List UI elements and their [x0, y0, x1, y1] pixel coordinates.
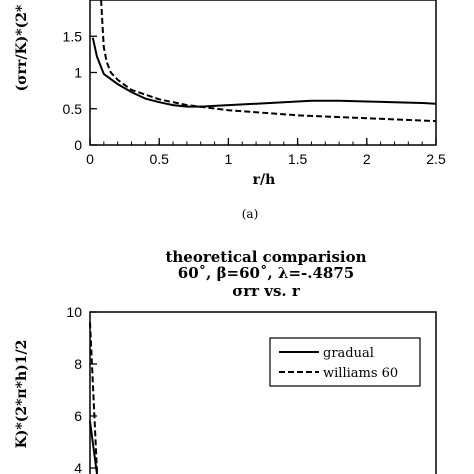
panel-a-frame	[89, 0, 437, 146]
panel-b-frame	[89, 311, 437, 474]
panel-b-ylabel: K)*(2*π*h)1/2	[14, 340, 30, 449]
panel-b-ytick-label: 10	[66, 304, 82, 320]
panel-b-subtitle: 60˚, β=60˚, λ=-.4875	[178, 264, 354, 282]
panel-b: theoretical comparision 60˚, β=60˚, λ=-.…	[14, 248, 437, 474]
panel-a-y-ticks: 0 0.5 1 1.5	[63, 28, 97, 153]
legend-box	[269, 337, 421, 387]
panel-a-ytick-label: 1	[74, 65, 82, 81]
panel-a-xtick-label: 2.5	[426, 151, 446, 167]
panel-a-series-dashed	[100, 0, 437, 123]
panel-a-caption: (a)	[242, 207, 259, 221]
panel-a-ylabel: (σrr/K)*(2*	[14, 4, 30, 91]
panel-b-ytick-label: 6	[74, 408, 82, 424]
panel-a-x-ticks: 0 0.5 1 1.5 2 2.5	[86, 138, 446, 167]
panel-b-series-williams-60	[89, 322, 99, 474]
panel-a-xtick-label: 0.5	[149, 151, 169, 167]
legend-label-williams: williams 60	[323, 366, 398, 381]
panel-b-subtitle2: σrr vs. r	[232, 282, 301, 300]
legend-label-gradual: gradual	[323, 346, 374, 361]
panel-a-ytick-label: 0.5	[63, 101, 83, 117]
panel-a-series-solid	[91, 37, 437, 108]
panel-a-lines	[91, 0, 437, 123]
panel-a-xtick-label: 0	[86, 151, 94, 167]
legend: gradual williams 60	[269, 337, 421, 387]
panel-a-xtick-label: 2	[363, 151, 371, 167]
panel-a-ytick-label: 1.5	[63, 28, 83, 44]
panel-a-xtick-label: 1	[225, 151, 233, 167]
panel-b-ytick-label: 4	[74, 460, 82, 474]
panel-b-ytick-label: 8	[74, 356, 82, 372]
panel-b-lines	[89, 322, 99, 474]
panel-b-title: theoretical comparision	[165, 248, 366, 266]
panel-b-series-gradual	[89, 421, 98, 474]
panel-a-ytick-label: 0	[74, 137, 82, 153]
panel-b-y-ticks: 4 6 8 10	[66, 304, 97, 474]
panel-a-xlabel: r/h	[253, 172, 276, 188]
panel-a: 0 0.5 1 1.5 0 0.5 1 1.5 2 2.5 (σrr/K)*(2* r/h (a…	[14, 0, 446, 221]
panel-a-xtick-label: 1.5	[288, 151, 308, 167]
